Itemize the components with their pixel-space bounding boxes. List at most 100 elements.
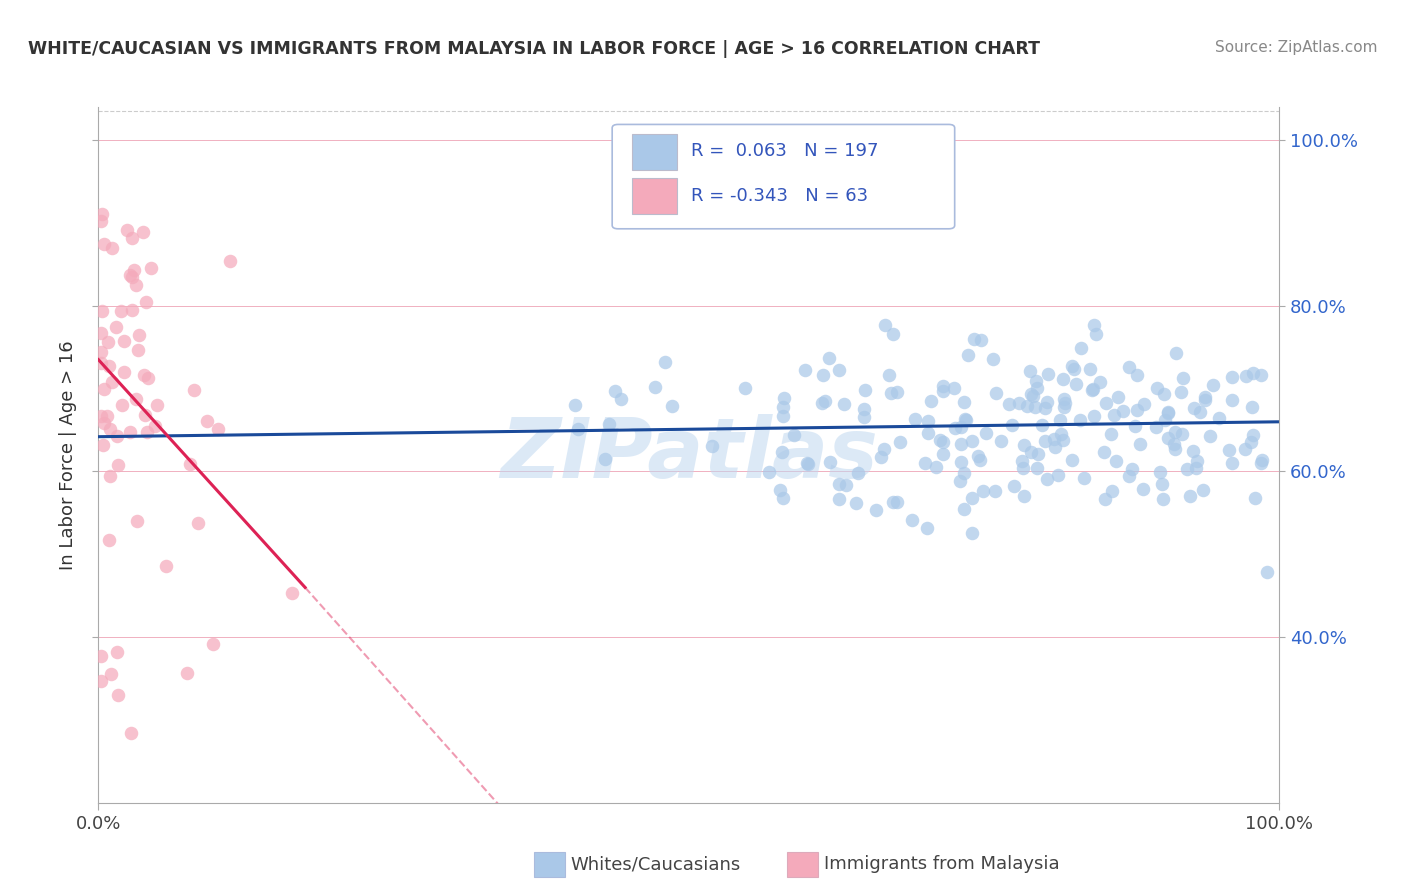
Point xyxy=(125,514,148,528)
Point xyxy=(1194,392,1216,407)
Point xyxy=(598,417,620,432)
Point xyxy=(1080,383,1102,397)
Point xyxy=(882,495,904,509)
Text: WHITE/CAUCASIAN VS IMMIGRANTS FROM MALAYSIA IN LABOR FORCE | AGE > 16 CORRELATIO: WHITE/CAUCASIAN VS IMMIGRANTS FROM MALAY… xyxy=(28,40,1040,58)
Point xyxy=(810,396,832,410)
Point xyxy=(1026,381,1049,395)
Point xyxy=(901,513,924,527)
Point xyxy=(1251,452,1274,467)
Point xyxy=(1153,413,1175,427)
Point xyxy=(969,453,991,467)
Point xyxy=(963,332,986,346)
Point xyxy=(1094,445,1116,459)
Point xyxy=(1000,418,1022,433)
Point xyxy=(953,394,976,409)
Point xyxy=(773,391,796,405)
Point xyxy=(1118,359,1140,374)
Point xyxy=(1095,396,1118,410)
Point xyxy=(917,426,939,441)
Point xyxy=(207,422,229,436)
Point xyxy=(105,429,128,443)
Point xyxy=(218,253,240,268)
Point xyxy=(1011,461,1033,475)
Point xyxy=(1070,341,1092,355)
Point xyxy=(1104,454,1126,468)
Point xyxy=(1240,401,1263,415)
Point xyxy=(90,355,112,369)
Point xyxy=(179,457,201,471)
Point xyxy=(1153,387,1175,401)
Point xyxy=(1060,453,1083,467)
Point xyxy=(844,496,866,510)
Point xyxy=(904,411,927,425)
Point xyxy=(1052,372,1074,386)
Point xyxy=(1208,411,1230,425)
Point xyxy=(97,335,120,350)
Point xyxy=(111,399,134,413)
Point xyxy=(770,444,793,458)
Point xyxy=(1052,400,1074,414)
Point xyxy=(1083,409,1105,424)
Point xyxy=(873,442,896,456)
Point xyxy=(917,414,939,428)
Point xyxy=(127,343,149,357)
Point xyxy=(1233,442,1256,456)
Point xyxy=(949,455,972,469)
Point xyxy=(783,427,806,442)
Point xyxy=(603,384,626,398)
Point xyxy=(1019,387,1042,401)
Point xyxy=(953,411,976,425)
Point xyxy=(128,327,150,342)
Point xyxy=(143,418,166,433)
Point xyxy=(882,326,904,341)
Point xyxy=(1126,403,1149,417)
Point xyxy=(1123,419,1146,434)
Point xyxy=(100,666,122,681)
Point xyxy=(135,294,157,309)
Point xyxy=(945,421,967,435)
Point xyxy=(1121,461,1143,475)
Point xyxy=(1157,405,1180,419)
Point xyxy=(818,455,841,469)
Point xyxy=(101,376,124,390)
Point xyxy=(125,392,148,407)
Point xyxy=(1078,362,1101,376)
Point xyxy=(853,383,876,397)
Point xyxy=(105,645,128,659)
Point xyxy=(90,409,112,424)
Point xyxy=(1222,370,1244,384)
Point xyxy=(1026,461,1049,475)
Point xyxy=(932,379,955,393)
Point xyxy=(873,318,896,333)
Point xyxy=(956,348,979,362)
Point xyxy=(1002,479,1025,493)
Point xyxy=(950,420,973,434)
Point xyxy=(772,401,794,415)
Point xyxy=(768,483,790,497)
Point xyxy=(1047,468,1070,483)
Point xyxy=(197,414,219,428)
Point xyxy=(90,213,112,227)
Point xyxy=(1081,382,1104,396)
Point xyxy=(877,368,900,382)
Point xyxy=(865,503,887,517)
Point xyxy=(1125,368,1147,382)
Point xyxy=(1036,395,1059,409)
Point xyxy=(134,409,156,423)
Point xyxy=(734,382,756,396)
Point xyxy=(796,456,818,470)
Point xyxy=(183,384,205,398)
Point xyxy=(932,435,955,450)
Point xyxy=(1083,318,1105,332)
Point xyxy=(1241,428,1264,442)
Point xyxy=(852,409,875,424)
Point xyxy=(1036,472,1059,486)
Point xyxy=(758,465,780,479)
Point xyxy=(1222,393,1244,408)
Point xyxy=(1011,454,1033,468)
Point xyxy=(1152,476,1174,491)
Point xyxy=(1052,433,1074,447)
Point xyxy=(1112,403,1135,417)
Point xyxy=(886,384,908,399)
Point xyxy=(972,483,994,498)
